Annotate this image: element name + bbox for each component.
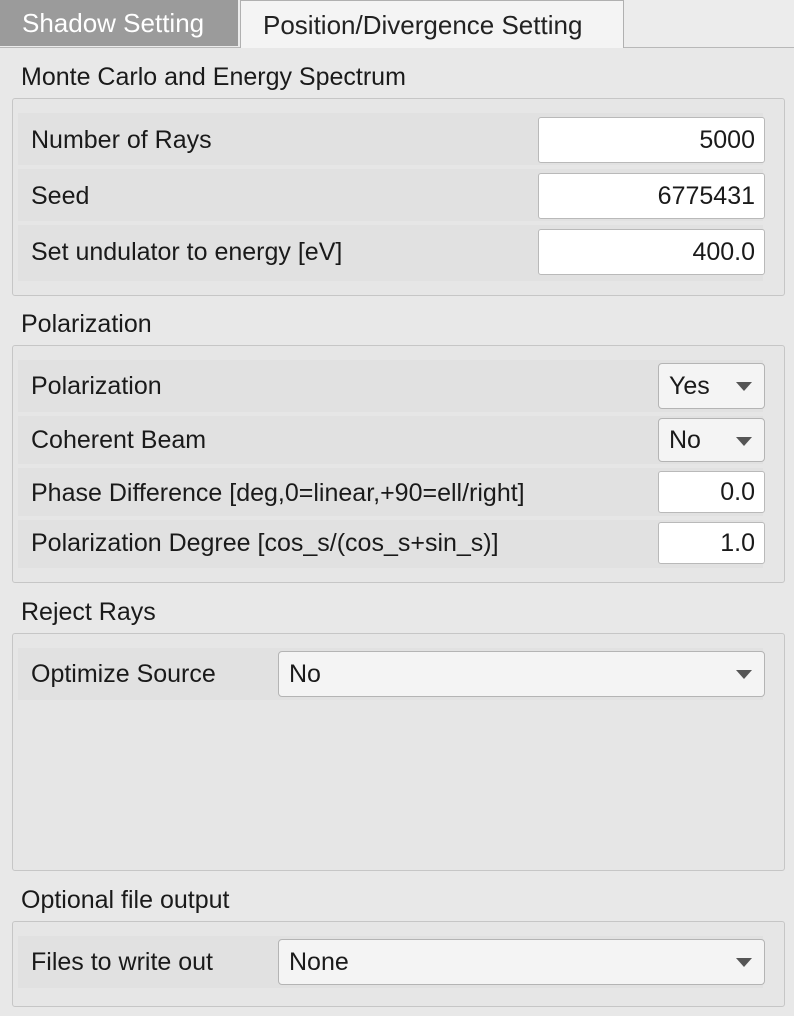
phase-difference-field[interactable]: 0.0 [658,471,765,513]
row-band [18,520,763,568]
number-of-rays-field[interactable]: 5000 [538,117,765,163]
polarization-degree-field[interactable]: 1.0 [658,522,765,564]
row-band [18,360,763,412]
polarization-select[interactable]: Yes [658,363,765,409]
section-title-monte-carlo: Monte Carlo and Energy Spectrum [21,63,406,91]
chevron-down-icon [736,382,752,391]
files-to-write-out-select[interactable]: None [278,939,765,985]
chevron-down-icon [736,670,752,679]
seed-label: Seed [31,182,90,210]
coherent-beam-label: Coherent Beam [31,426,207,454]
row-band [18,468,763,516]
tab-position-divergence-setting[interactable]: Position/Divergence Setting [240,0,624,48]
row-band [18,416,763,464]
section-title-reject-rays: Reject Rays [21,598,156,626]
tab-bar: Shadow Setting Position/Divergence Setti… [0,0,794,48]
tab-shadow-setting[interactable]: Shadow Setting [0,0,238,46]
optimize-source-select-value: No [289,660,321,688]
chevron-down-icon [736,437,752,446]
coherent-beam-select-value: No [669,426,701,454]
optimize-source-select[interactable]: No [278,651,765,697]
undulator-energy-label: Set undulator to energy [eV] [31,238,343,266]
polarization-degree-label: Polarization Degree [cos_s/(cos_s+sin_s)… [31,529,499,557]
chevron-down-icon [736,958,752,967]
phase-difference-label: Phase Difference [deg,0=linear,+90=ell/r… [31,479,525,507]
polarization-select-value: Yes [669,372,710,400]
coherent-beam-select[interactable]: No [658,418,765,462]
section-title-file-output: Optional file output [21,886,230,914]
polarization-label: Polarization [31,372,162,400]
optimize-source-label: Optimize Source [31,660,216,688]
files-to-write-out-label: Files to write out [31,948,214,976]
seed-field[interactable]: 6775431 [538,173,765,219]
undulator-energy-field[interactable]: 400.0 [538,229,765,275]
files-to-write-out-select-value: None [289,948,349,976]
section-title-polarization: Polarization [21,310,152,338]
number-of-rays-label: Number of Rays [31,126,212,154]
